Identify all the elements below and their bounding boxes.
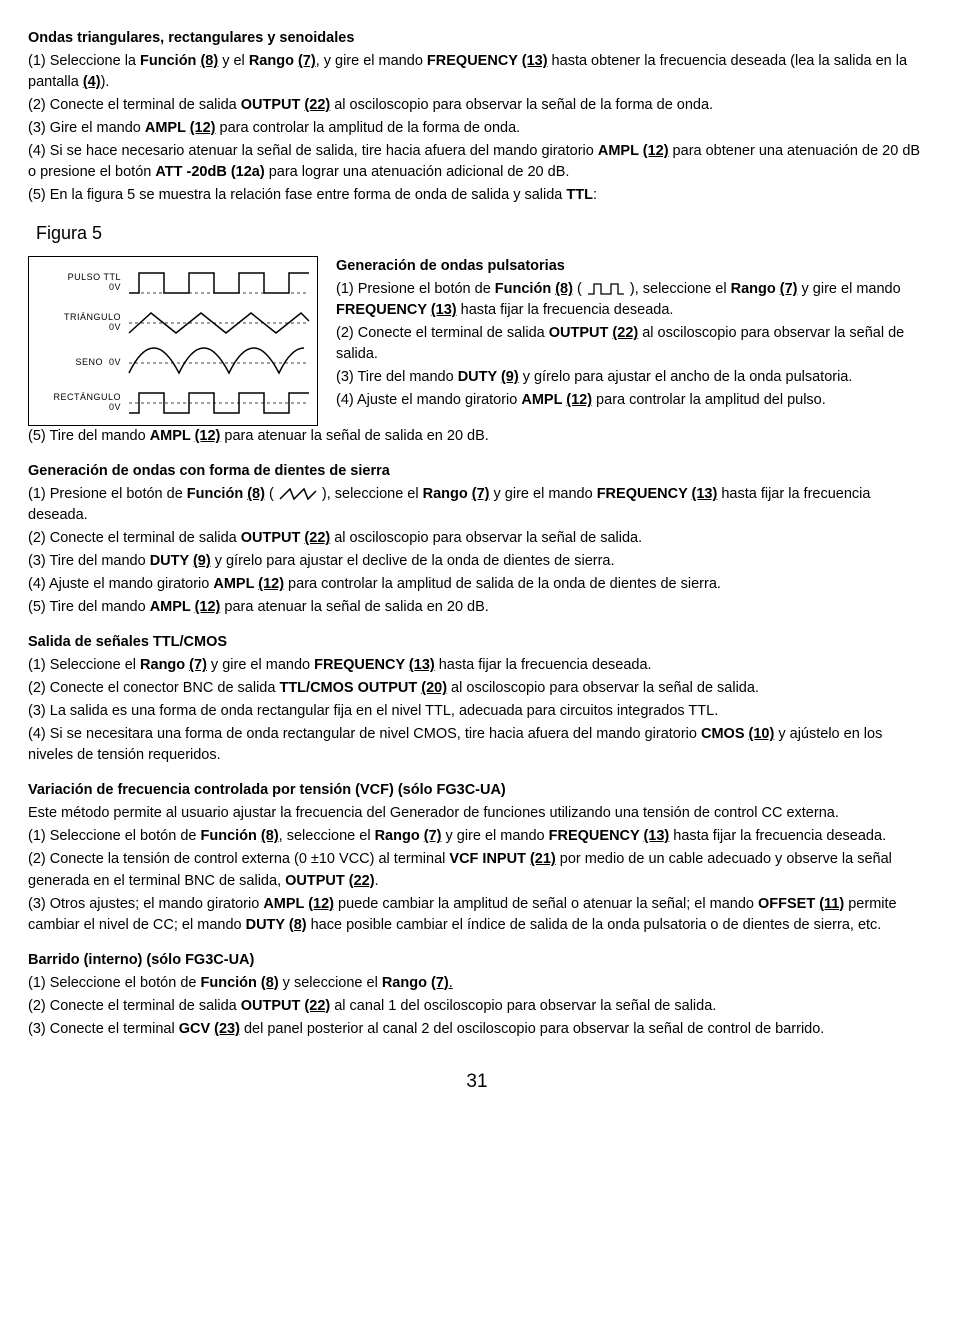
paragraph: (4) Si se necesitara una forma de onda r… — [28, 724, 926, 766]
paragraph: (3) Otros ajustes; el mando giratorio AM… — [28, 894, 926, 936]
paragraph: (3) Tire del mando DUTY (9) y gírelo par… — [28, 551, 926, 572]
figure-5: PULSO TTL0V TRIÁNGULO0V SENO 0V RECTÁNGU… — [28, 256, 318, 426]
wave-label-ttl: PULSO TTL0V — [35, 273, 127, 293]
paragraph: (1) Seleccione el Rango (7) y gire el ma… — [28, 655, 926, 676]
heading: Generación de ondas pulsatorias — [336, 256, 926, 277]
wave-label-sine: SENO 0V — [35, 358, 127, 368]
paragraph: (3) La salida es una forma de onda recta… — [28, 701, 926, 722]
paragraph: (4) Si se hace necesario atenuar la seña… — [28, 141, 926, 183]
pulse-icon — [586, 280, 626, 298]
paragraph: (4) Ajuste el mando giratorio AMPL (12) … — [28, 574, 926, 595]
paragraph: (2) Conecte el terminal de salida OUTPUT… — [28, 528, 926, 549]
heading: Salida de señales TTL/CMOS — [28, 632, 926, 653]
triangle-wave-icon — [127, 303, 311, 343]
paragraph: (5) Tire del mando AMPL (12) para atenua… — [28, 426, 926, 447]
section-sawtooth: Generación de ondas con forma de dientes… — [28, 461, 926, 618]
sine-wave-icon — [127, 343, 311, 383]
paragraph: (1) Presione el botón de Función (8) ( )… — [336, 279, 926, 321]
section-pulse-cont: (5) Tire del mando AMPL (12) para atenua… — [28, 426, 926, 447]
section-triangular: Ondas triangulares, rectangulares y seno… — [28, 28, 926, 206]
paragraph: (1) Presione el botón de Función (8) ( )… — [28, 484, 926, 526]
ttl-pulse-wave-icon — [127, 263, 311, 303]
figure-label: Figura 5 — [36, 220, 926, 246]
paragraph: (5) En la figura 5 se muestra la relació… — [28, 185, 926, 206]
heading: Ondas triangulares, rectangulares y seno… — [28, 28, 926, 49]
wave-label-triangle: TRIÁNGULO0V — [35, 313, 127, 333]
paragraph: (3) Gire el mando AMPL (12) para control… — [28, 118, 926, 139]
paragraph: (2) Conecte el conector BNC de salida TT… — [28, 678, 926, 699]
page-number: 31 — [28, 1068, 926, 1096]
sawtooth-icon — [278, 485, 318, 503]
paragraph: (5) Tire del mando AMPL (12) para atenua… — [28, 597, 926, 618]
section-vcf: Variación de frecuencia controlada por t… — [28, 780, 926, 935]
paragraph: (3) Tire del mando DUTY (9) y gírelo par… — [336, 367, 926, 388]
heading: Generación de ondas con forma de dientes… — [28, 461, 926, 482]
heading: Barrido (interno) (sólo FG3C-UA) — [28, 950, 926, 971]
wave-label-rect: RECTÁNGULO0V — [35, 393, 127, 413]
paragraph: (2) Conecte el terminal de salida OUTPUT… — [336, 323, 926, 365]
paragraph: Este método permite al usuario ajustar l… — [28, 803, 926, 824]
rectangle-wave-icon — [127, 383, 311, 423]
heading: Variación de frecuencia controlada por t… — [28, 780, 926, 801]
section-ttl-cmos: Salida de señales TTL/CMOS (1) Seleccion… — [28, 632, 926, 766]
paragraph: (1) Seleccione la Función (8) y el Rango… — [28, 51, 926, 93]
paragraph: (1) Seleccione el botón de Función (8), … — [28, 826, 926, 847]
section-sweep: Barrido (interno) (sólo FG3C-UA) (1) Sel… — [28, 950, 926, 1040]
paragraph: (2) Conecte el terminal de salida OUTPUT… — [28, 996, 926, 1017]
paragraph: (4) Ajuste el mando giratorio AMPL (12) … — [336, 390, 926, 411]
section-pulse: Generación de ondas pulsatorias (1) Pres… — [336, 256, 926, 413]
paragraph: (2) Conecte el terminal de salida OUTPUT… — [28, 95, 926, 116]
paragraph: (2) Conecte la tensión de control extern… — [28, 849, 926, 891]
paragraph: (3) Conecte el terminal GCV (23) del pan… — [28, 1019, 926, 1040]
paragraph: (1) Seleccione el botón de Función (8) y… — [28, 973, 926, 994]
